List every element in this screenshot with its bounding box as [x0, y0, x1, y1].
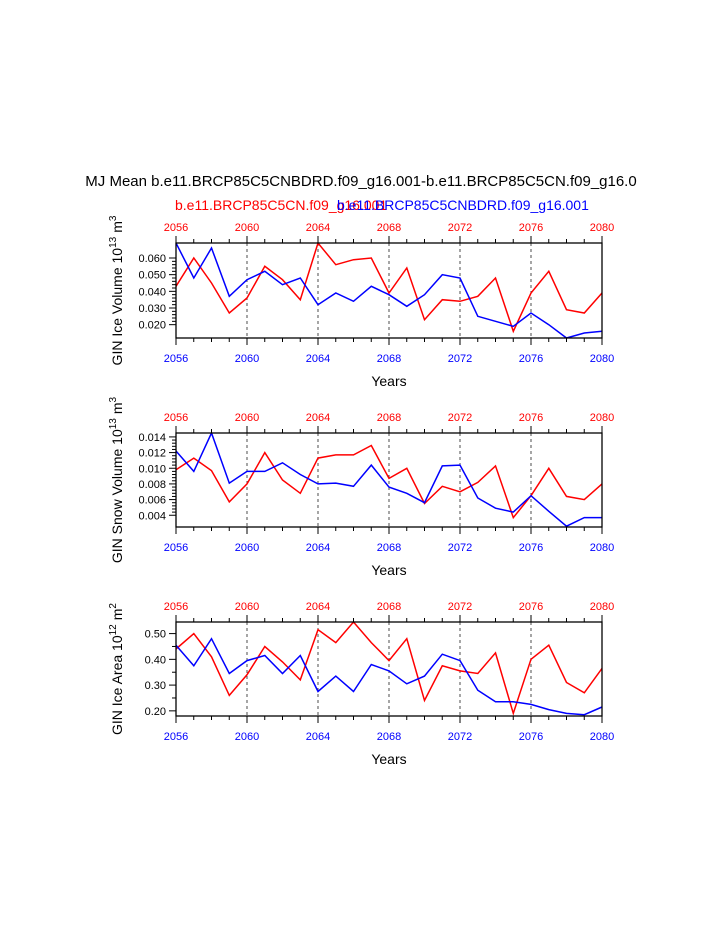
y-tick-label: 0.060 — [138, 253, 166, 265]
x-tick-label-top: 2080 — [590, 222, 614, 234]
y-tick-label: 0.040 — [138, 286, 166, 298]
snow-volume-series-blue-line — [175, 431, 602, 528]
x-tick-label-bottom: 2068 — [377, 353, 401, 365]
x-tick-label-top: 2064 — [306, 222, 330, 234]
ice-volume-y-axis-title: GIN Ice Volume 1013m3 — [108, 215, 125, 365]
y-tick-label: 0.030 — [138, 303, 166, 315]
x-tick-label-bottom: 2080 — [590, 542, 614, 554]
x-tick-label-bottom: 2080 — [590, 731, 614, 743]
x-tick-label-top: 2080 — [590, 412, 614, 424]
snow-volume-panel: 2056 2056 2060 2060 2064 2064 2068 2068 2072 2072… — [108, 396, 614, 578]
y-tick-label: 0.050 — [138, 270, 166, 282]
x-tick-label-bottom: 2060 — [235, 353, 259, 365]
y-tick-label: 0.012 — [138, 448, 166, 460]
y-tick-label: 0.020 — [138, 320, 166, 332]
x-tick-label-top: 2060 — [235, 412, 259, 424]
x-tick-label-top: 2068 — [377, 601, 401, 613]
ice-volume-series-blue-line — [175, 242, 603, 339]
y-tick-label: 0.50 — [145, 629, 166, 641]
ice-volume-panel: 2056 2056 2060 2060 2064 2064 2068 2068 2072 2072… — [108, 215, 614, 389]
x-tick-label-bottom: 2064 — [306, 542, 330, 554]
y-tick-label: 0.30 — [145, 680, 166, 692]
y-tick-label: 0.008 — [138, 479, 166, 491]
x-tick-label-bottom: 2076 — [519, 542, 543, 554]
chart-title: MJ Mean b.e11.BRCP85C5CNBDRD.f09_g16.001… — [85, 173, 636, 190]
ice-area-panel: 2056 2056 2060 2060 2064 2064 2068 2068 2072 2072… — [108, 601, 614, 767]
x-tick-label-bottom: 2056 — [164, 731, 188, 743]
snow-volume-y-axis-title: GIN Snow Volume 1013m3 — [108, 396, 125, 563]
x-tick-label-bottom: 2064 — [306, 731, 330, 743]
x-tick-label-bottom: 2072 — [448, 731, 472, 743]
snow-volume-x-axis-title: Years — [371, 562, 406, 578]
x-tick-label-bottom: 2056 — [164, 353, 188, 365]
ice-area-series-blue-line — [175, 637, 603, 716]
x-tick-label-bottom: 2060 — [235, 542, 259, 554]
x-tick-label-top: 2072 — [448, 601, 472, 613]
x-tick-label-top: 2064 — [306, 601, 330, 613]
x-tick-label-top: 2076 — [519, 222, 543, 234]
ice-area-x-axis-title: Years — [371, 751, 406, 767]
y-tick-label: 0.014 — [138, 432, 166, 444]
ice-area-y-axis-title: GIN Ice Area 1012m2 — [108, 603, 125, 735]
x-tick-label-bottom: 2076 — [519, 353, 543, 365]
x-tick-label-top: 2080 — [590, 601, 614, 613]
x-tick-label-top: 2076 — [519, 601, 543, 613]
x-tick-label-bottom: 2060 — [235, 731, 259, 743]
x-tick-label-top: 2068 — [377, 412, 401, 424]
y-tick-label: 0.010 — [138, 463, 166, 475]
legend-red-label: b.e11.BRCP85C5CN.f09_g16.001 — [175, 197, 387, 213]
x-tick-label-top: 2060 — [235, 222, 259, 234]
y-tick-label: 0.40 — [145, 654, 166, 666]
x-tick-label-top: 2064 — [306, 412, 330, 424]
x-tick-label-bottom: 2068 — [377, 731, 401, 743]
x-tick-label-bottom: 2080 — [590, 353, 614, 365]
ice-volume-x-axis-title: Years — [371, 373, 406, 389]
x-tick-label-top: 2068 — [377, 222, 401, 234]
x-tick-label-top: 2072 — [448, 412, 472, 424]
x-tick-label-bottom: 2056 — [164, 542, 188, 554]
x-tick-label-bottom: 2072 — [448, 542, 472, 554]
x-tick-label-bottom: 2068 — [377, 542, 401, 554]
x-tick-label-top: 2056 — [164, 222, 188, 234]
x-tick-label-bottom: 2076 — [519, 731, 543, 743]
y-tick-label: 0.20 — [145, 706, 166, 718]
ice-area-series-red-line — [175, 620, 603, 716]
x-tick-label-top: 2056 — [164, 601, 188, 613]
legend-blue-label: b.e11.BRCP85C5CNBDRD.f09_g16.001 — [337, 197, 589, 213]
ice-volume-series-red-line — [175, 241, 603, 334]
x-tick-label-top: 2076 — [519, 412, 543, 424]
x-tick-label-top: 2072 — [448, 222, 472, 234]
x-tick-label-bottom: 2064 — [306, 353, 330, 365]
y-tick-label: 0.006 — [138, 495, 166, 507]
x-tick-label-bottom: 2072 — [448, 353, 472, 365]
x-tick-label-top: 2060 — [235, 601, 259, 613]
y-tick-label: 0.004 — [138, 510, 166, 522]
x-tick-label-top: 2056 — [164, 412, 188, 424]
